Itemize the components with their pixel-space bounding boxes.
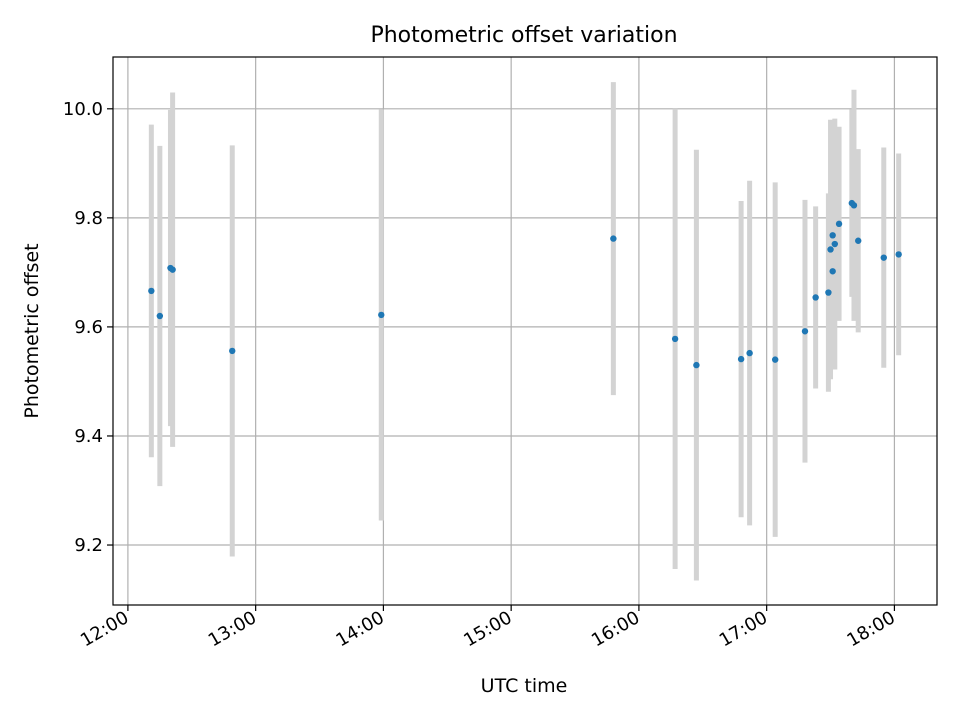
data-point: [693, 361, 700, 369]
data-point: [825, 289, 832, 296]
y-tick-label: 9.8: [74, 208, 103, 229]
data-point: [771, 356, 779, 363]
data-point: [378, 311, 385, 319]
data-point: [880, 254, 887, 261]
x-tick-label: 15:00: [460, 607, 515, 651]
data-point: [812, 294, 819, 301]
plot-frame: [112, 56, 938, 606]
y-tick-label: 9.6: [74, 317, 103, 338]
data-point: [895, 251, 902, 258]
error-bars: [148, 82, 902, 581]
y-axis-ticks: 9.2 9.4 9.6 9.8 10.0: [63, 99, 113, 556]
data-point: [855, 237, 862, 244]
data-point: [148, 287, 155, 295]
data-point: [156, 312, 164, 320]
data-point: [737, 355, 745, 363]
x-tick-label: 17:00: [716, 607, 771, 651]
data-point: [850, 202, 858, 209]
y-tick-label: 10.0: [63, 99, 103, 120]
data-point: [746, 349, 753, 357]
x-tick-label: 13:00: [205, 607, 260, 651]
data-point: [829, 268, 836, 275]
data-point: [827, 246, 834, 253]
x-tick-label: 14:00: [332, 607, 387, 651]
data-point: [801, 328, 809, 335]
data-point: [610, 235, 617, 242]
x-tick-label: 18:00: [843, 607, 898, 651]
data-points: [148, 199, 902, 369]
x-tick-label: 16:00: [588, 607, 643, 651]
data-point: [829, 232, 836, 239]
data-point: [835, 220, 843, 228]
data-point: [169, 266, 176, 273]
y-axis-label: Photometric offset: [21, 243, 43, 418]
chart-title: Photometric offset variation: [370, 23, 677, 48]
x-axis-label: UTC time: [481, 675, 568, 697]
data-point: [831, 240, 838, 248]
y-tick-label: 9.2: [74, 535, 103, 556]
x-tick-label: 12:00: [77, 607, 132, 651]
y-tick-label: 9.4: [74, 426, 103, 447]
data-point: [229, 347, 236, 355]
x-axis-ticks: 12:00 13:00 14:00 15:00 16:00 17:00 18:00: [77, 605, 899, 651]
data-point: [671, 335, 679, 343]
